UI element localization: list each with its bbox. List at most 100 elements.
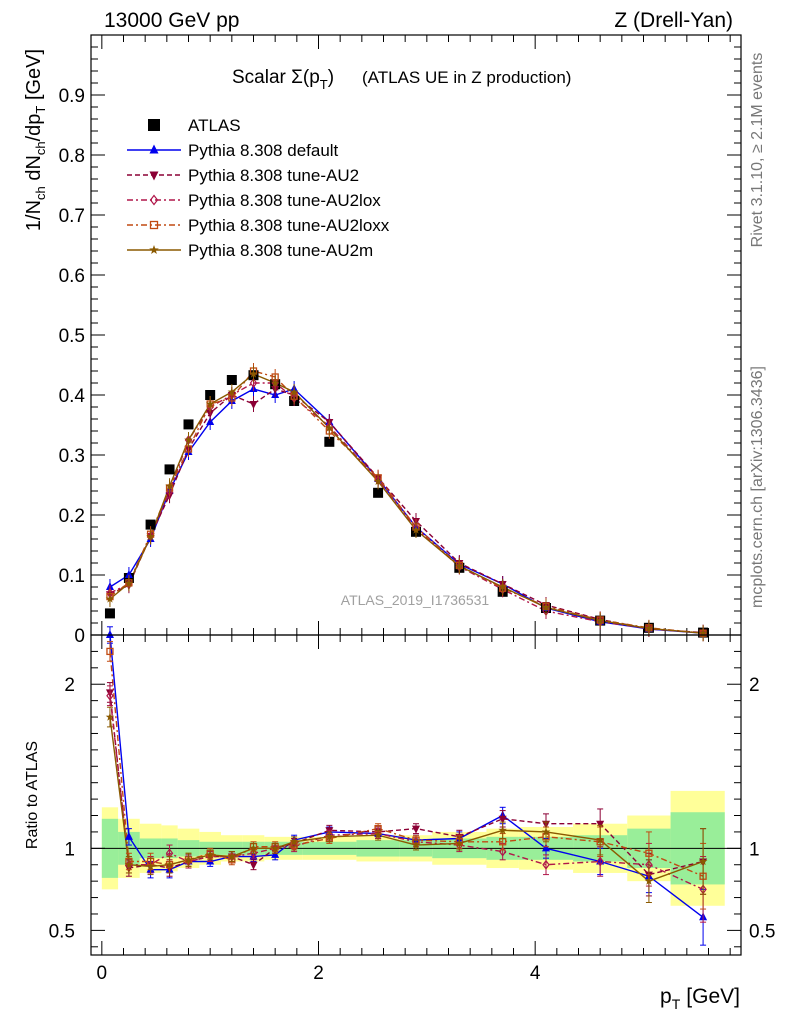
main-y-tick-label: 0.5 <box>59 326 85 347</box>
ratio-data-point <box>270 843 280 852</box>
ratio-data-point <box>541 827 551 836</box>
ratio-data-point <box>184 855 193 864</box>
ratio-data-point <box>105 630 114 638</box>
main-data-point <box>183 419 194 430</box>
legend-marker <box>148 119 160 131</box>
ratio-panel-frame <box>90 634 742 956</box>
x-axis-label: pT [GeV] <box>660 985 740 1012</box>
main-y-tick-label: 0 <box>74 626 85 647</box>
legend-marker <box>149 245 159 254</box>
main-title-rest: (ATLAS UE in Z production) <box>362 68 571 87</box>
ratio-data-point <box>124 831 133 840</box>
header-right-label: Z (Drell-Yan) <box>614 9 733 32</box>
ratio-data-point <box>106 690 114 701</box>
legend-label: Pythia 8.308 tune-AU2lox <box>188 191 381 210</box>
ratio-data-point <box>325 832 334 841</box>
main-data-point <box>249 369 258 378</box>
main-data-point <box>595 616 605 625</box>
main-data-point <box>644 623 654 632</box>
main-title-close: ) <box>328 67 334 88</box>
ratio-data-point <box>645 849 653 857</box>
main-data-point <box>270 378 280 387</box>
main-data-point <box>249 378 258 388</box>
ratio-data-point <box>290 841 298 852</box>
main-data-point <box>205 390 216 400</box>
ratio-data-point <box>412 825 420 834</box>
main-data-point <box>373 487 384 498</box>
main-y-tick-label: 0.7 <box>59 206 85 227</box>
main-panel: 0 0.1 0.2 0.3 0.4 0.5 0.6 0.7 0.8 0.9 ATLAS_2019_… <box>23 34 742 647</box>
main-data-point <box>698 628 708 637</box>
ratio-data-point <box>271 849 280 858</box>
main-y-tick-label: 0.4 <box>59 386 86 407</box>
ratio-y-tick-label-right: 0.5 <box>749 921 775 942</box>
legend-marker <box>149 194 159 206</box>
main-data-point <box>104 608 115 619</box>
x-tick-label: 4 <box>530 963 541 984</box>
legend-label: Pythia 8.308 default <box>188 141 339 160</box>
main-data-point <box>324 436 335 447</box>
main-data-point <box>373 476 383 485</box>
legend-marker <box>149 171 159 181</box>
main-data-point <box>455 561 464 570</box>
main-data-point <box>498 582 507 591</box>
main-data-point <box>226 375 237 385</box>
ratio-data-point <box>124 860 134 869</box>
main-title-text: Scalar Σ(p <box>232 67 320 88</box>
main-markers <box>104 363 709 642</box>
ratio-data-point <box>165 860 174 869</box>
main-y-tick-label: 0.6 <box>59 266 85 287</box>
ratio-data-point <box>146 861 155 870</box>
ratio-data-point <box>498 815 507 824</box>
mcplots-label: mcplots.cern.ch [arXiv:1306.3436] <box>749 366 766 608</box>
ratio-y-label: Ratio to ATLAS <box>24 741 41 849</box>
main-data-point <box>205 399 215 408</box>
ratio-data-point <box>542 843 550 852</box>
ratio-data-point <box>249 843 258 852</box>
main-y-label: 1/Nch dNch/dpT [GeV] <box>23 49 48 231</box>
main-data-point <box>145 519 156 530</box>
ratio-y-tick-label-right: 2 <box>749 675 760 696</box>
ratio-data-point <box>289 837 299 846</box>
ratio-markers <box>105 626 708 946</box>
ratio-data-point <box>249 861 258 870</box>
rivet-label: Rivet 3.1.10, ≥ 2.1M events <box>749 53 766 248</box>
legend-marker <box>149 144 159 154</box>
main-data-point <box>124 570 133 578</box>
main-data-point <box>146 532 155 541</box>
main-data-point <box>164 464 175 475</box>
x-tick-label: 2 <box>313 963 324 984</box>
x-axis-label-unit: [GeV] <box>686 985 740 1008</box>
main-data-point <box>249 401 258 409</box>
legend-label: Pythia 8.308 tune-AU2 <box>188 166 359 185</box>
main-data-point <box>541 602 551 611</box>
header-left-label: 13000 GeV pp <box>104 9 239 32</box>
main-y-tick-label: 0.9 <box>59 86 85 107</box>
legend: ATLAS Pythia 8.308 default Pythia 8.308 tu… <box>127 116 390 260</box>
x-tick-label: 0 <box>97 963 108 984</box>
main-title-sub: T <box>320 77 328 92</box>
ratio-data-point <box>373 830 383 839</box>
ratio-data-point <box>698 857 708 866</box>
main-y-tick-label: 0.1 <box>59 566 85 587</box>
ratio-y-tick-label: 1 <box>64 839 75 860</box>
ratio-data-point <box>542 859 550 870</box>
legend-label: Pythia 8.308 tune-AU2loxx <box>188 216 390 235</box>
x-axis-label-sub: T <box>672 996 681 1012</box>
main-y-tick-label: 0.3 <box>59 446 85 467</box>
main-data-point <box>325 423 334 432</box>
main-data-point <box>165 481 174 490</box>
ratio-data-point <box>596 856 604 867</box>
ratio-y-tick-label-right: 1 <box>749 839 760 860</box>
main-data-point <box>184 435 193 444</box>
legend-label: ATLAS <box>188 116 241 135</box>
ratio-y-tick-label: 0.5 <box>49 921 75 942</box>
ratio-y-tick-label: 2 <box>64 675 75 696</box>
legend-marker <box>149 220 159 230</box>
main-x-ticks <box>101 35 731 635</box>
main-data-point <box>124 578 134 587</box>
main-data-point <box>105 594 115 603</box>
watermark-label: ATLAS_2019_I1736531 <box>341 592 490 608</box>
ratio-panel: 0.5 0.5 1 1 2 2 0 2 4 Ratio to ATLAS pT [GeV] <box>24 626 775 1012</box>
